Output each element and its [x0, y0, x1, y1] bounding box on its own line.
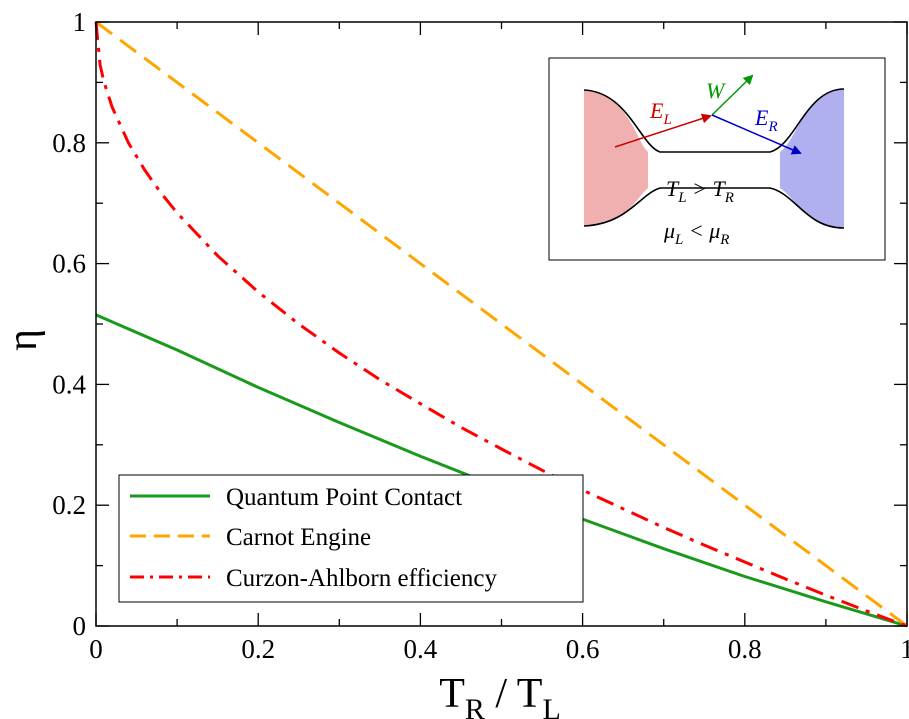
y-axis-title: η: [0, 329, 46, 351]
temperature-relation: TL > TR: [666, 176, 734, 206]
x-axis-title: TR / TL: [439, 671, 561, 719]
x-axis-title-main: T: [439, 671, 465, 717]
x-tick-label: 0.2: [241, 634, 275, 664]
y-tick-label: 0.2: [52, 490, 86, 520]
y-tick-label: 0.6: [52, 249, 86, 279]
constriction-upper-edge: [583, 88, 845, 153]
x-axis-title-sub2: L: [542, 693, 560, 719]
label-EL: EL: [649, 98, 672, 128]
series-line-2: [94, 21, 908, 628]
y-tick-label: 0: [73, 611, 87, 641]
legend-label-ca: Curzon-Ahlborn efficiency: [226, 565, 497, 592]
x-tick-label: 0.4: [404, 634, 438, 664]
chemical-potential-relation: μL < μR: [663, 218, 729, 248]
y-tick-label: 0.4: [52, 369, 86, 399]
series-line-1: [95, 20, 908, 628]
y-tick-label: 0.8: [52, 128, 86, 158]
y-tick-label: 1: [73, 7, 87, 37]
arrow-ER: [711, 114, 802, 155]
x-tick-label: 1: [900, 634, 909, 664]
arrow-W: [711, 74, 754, 116]
inset-diagram: EL W ER TL > TR μL < μR: [548, 57, 886, 261]
x-axis-title-sep: / T: [485, 671, 543, 717]
arrow-EL: [614, 113, 712, 148]
x-tick-label: 0.8: [728, 634, 762, 664]
x-tick-label: 0: [89, 634, 103, 664]
left-reservoir: [584, 90, 648, 226]
label-ER: ER: [754, 105, 778, 135]
tick-layer: 0 0.2 0.4 0.6 0.8 1 0 0.2 0.4 0.6 0.8 1: [52, 7, 909, 664]
legend: Quantum Point Contact Carnot Engine Curz…: [118, 474, 584, 603]
label-W: W: [706, 78, 726, 103]
constriction-lower-edge: [583, 187, 845, 229]
legend-label-qpc: Quantum Point Contact: [226, 484, 462, 511]
x-tick-label: 0.6: [566, 634, 600, 664]
right-reservoir: [780, 89, 844, 228]
x-axis-title-sub1: R: [465, 693, 485, 719]
legend-label-carnot: Carnot Engine: [226, 524, 371, 551]
